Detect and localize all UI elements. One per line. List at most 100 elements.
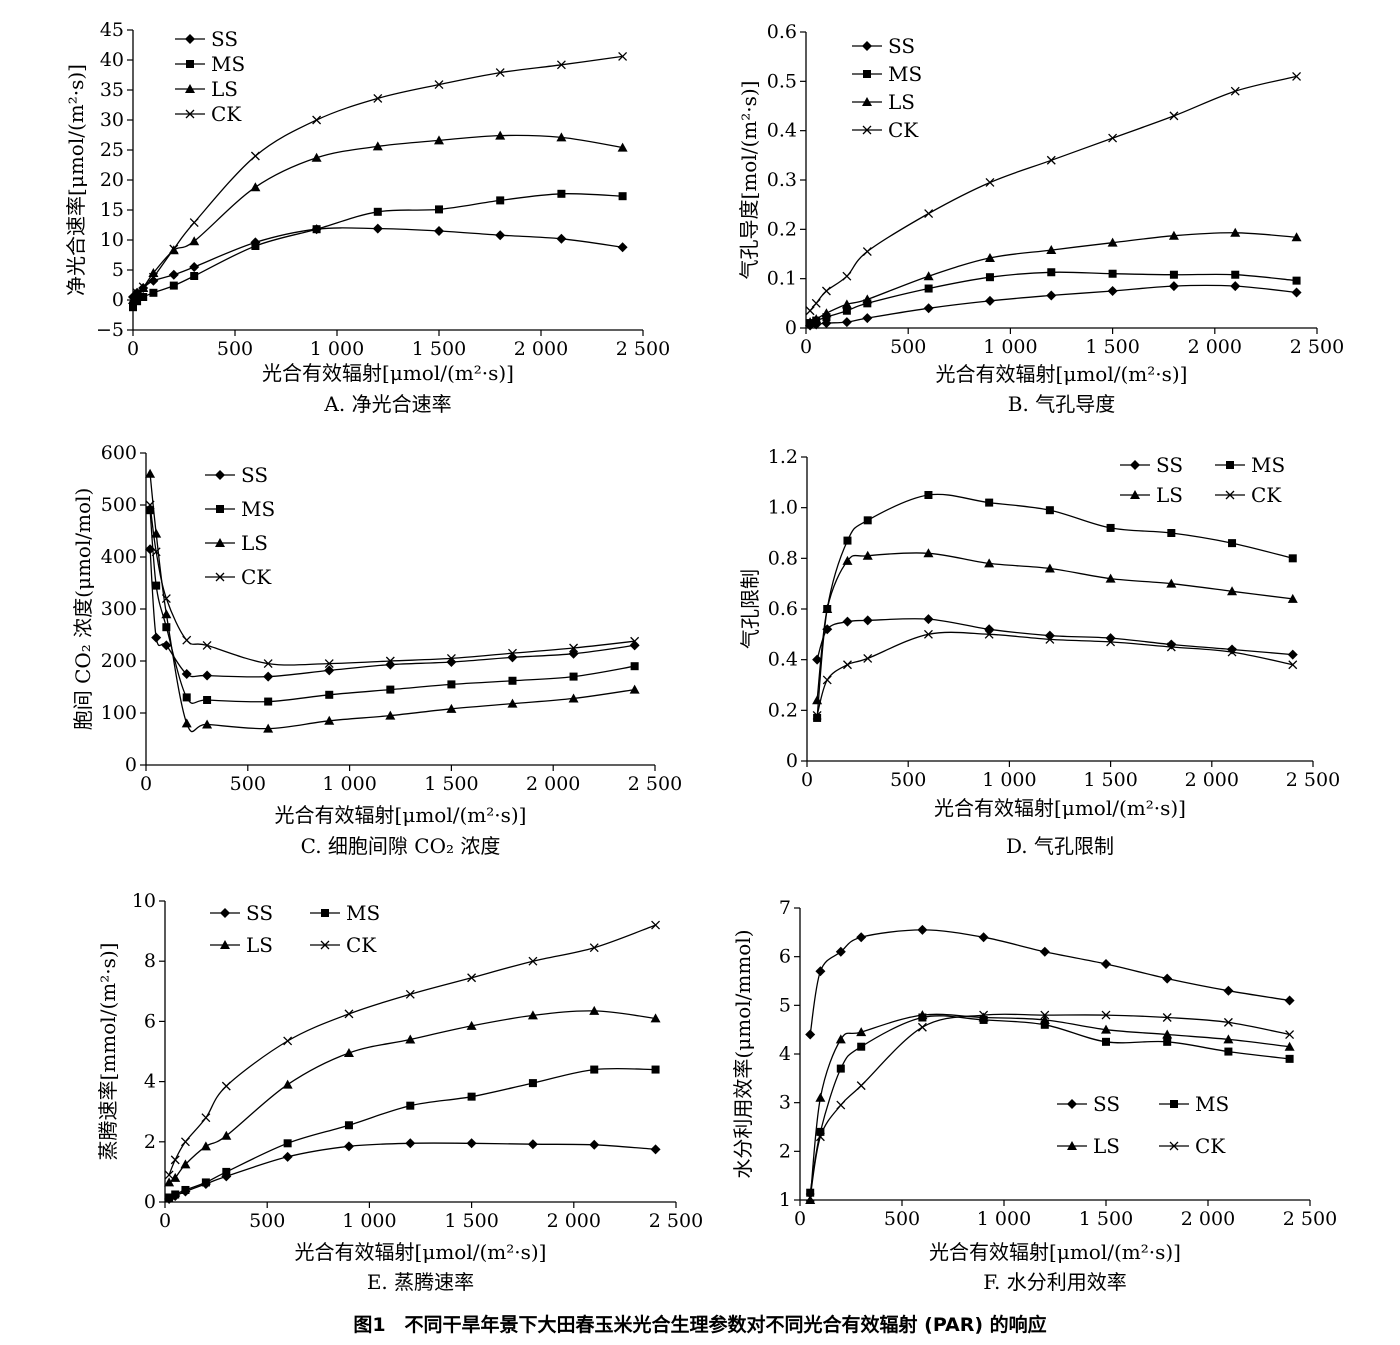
data-point-ck xyxy=(822,675,832,685)
data-point-ms xyxy=(312,225,321,234)
data-point-ck xyxy=(589,943,599,953)
data-point-ms xyxy=(325,690,334,699)
data-point-ss xyxy=(372,223,383,234)
data-point-ms xyxy=(190,272,199,280)
data-point-ls xyxy=(311,152,322,162)
legend-label: CK xyxy=(888,118,919,142)
legend-label: CK xyxy=(346,933,377,957)
data-point-ms xyxy=(985,498,994,507)
y-tick-label: 0 xyxy=(125,754,137,776)
data-point-ms xyxy=(152,581,161,590)
data-point-ls xyxy=(164,1177,175,1187)
legend-label: SS xyxy=(1093,1092,1120,1116)
legend-marker xyxy=(862,97,872,106)
series-line-ss xyxy=(132,227,623,298)
series-line-ms xyxy=(149,510,635,704)
data-point-ls xyxy=(507,698,518,708)
x-axis-label: 光合有效辐射[μmol/(m²·s)] xyxy=(262,361,514,385)
y-tick-label: 5 xyxy=(779,994,791,1016)
data-point-ck xyxy=(385,656,395,666)
x-tick-label: 500 xyxy=(249,1210,285,1232)
data-point-ls xyxy=(1168,230,1179,240)
legend-marker xyxy=(1169,1141,1179,1151)
data-point-ck xyxy=(201,1113,211,1123)
data-point-ms xyxy=(843,536,852,545)
y-tick-label: 0 xyxy=(144,1191,156,1213)
data-point-ls xyxy=(589,1005,600,1015)
y-tick-label: 6 xyxy=(779,946,791,968)
x-axis-label: 光合有效辐射[μmol/(m²·s)] xyxy=(934,796,1186,820)
y-tick-label: 300 xyxy=(101,598,137,620)
y-tick-label: 4 xyxy=(779,1043,791,1065)
x-tick-label: 0 xyxy=(140,773,152,795)
data-point-ck xyxy=(805,306,815,316)
data-point-ck xyxy=(812,710,822,720)
data-point-ls xyxy=(170,1172,181,1182)
data-point-ms xyxy=(1224,1047,1233,1056)
panel-f: 0 500 1 000 1 500 2 000 2 500 1 2 3 4 5 6 7 光合有效辐射[μm… xyxy=(731,897,1337,1294)
x-tick-label: 1 000 xyxy=(322,773,376,795)
x-tick-label: 500 xyxy=(890,336,926,358)
data-point-ls xyxy=(923,271,934,281)
data-point-ms xyxy=(1288,554,1297,563)
data-point-ck xyxy=(1292,71,1302,81)
legend-marker xyxy=(220,908,230,918)
legend-item-ss: SS xyxy=(852,34,915,58)
data-point-ms xyxy=(1108,269,1117,278)
data-point-ms xyxy=(590,1065,599,1074)
data-point-ms xyxy=(508,676,517,685)
data-point-ck xyxy=(164,1170,174,1180)
x-tick-label: 0 xyxy=(127,338,139,360)
x-tick-label: 2 000 xyxy=(547,1210,601,1232)
legend-marker xyxy=(862,125,872,135)
data-point-ck xyxy=(528,956,538,966)
y-tick-label: 0.8 xyxy=(768,547,798,569)
data-point-ck xyxy=(312,115,322,125)
data-point-ls xyxy=(405,1034,416,1044)
data-point-ck xyxy=(862,247,872,256)
legend-marker xyxy=(1226,461,1234,469)
x-tick-label: 2 500 xyxy=(649,1210,703,1232)
data-point-ls xyxy=(1291,232,1302,242)
data-point-ck xyxy=(836,1100,846,1110)
legend-label: LS xyxy=(241,531,268,555)
data-point-ss xyxy=(434,226,444,236)
data-point-ls xyxy=(862,550,873,560)
x-tick-label: 2 500 xyxy=(616,338,670,360)
legend-marker xyxy=(1130,460,1140,470)
legend-item-ss: SS xyxy=(1057,1092,1120,1116)
y-axis-label: 水分利用效率(μmol/mmol) xyxy=(731,929,755,1178)
data-point-ms xyxy=(1228,539,1237,548)
x-tick-label: 500 xyxy=(884,1208,920,1230)
data-point-ck xyxy=(1045,634,1055,644)
data-point-ck xyxy=(1108,133,1118,143)
legend: SS MS LS CK xyxy=(1120,453,1285,507)
series-line-ls xyxy=(168,1010,656,1183)
series-ls xyxy=(812,548,1298,705)
data-point-ms xyxy=(406,1101,415,1110)
data-point-ms xyxy=(447,680,456,689)
panel-title: E. 蒸腾速率 xyxy=(367,1270,474,1294)
legend-marker xyxy=(215,572,225,582)
data-point-ms xyxy=(863,516,872,525)
data-point-ss xyxy=(862,313,873,324)
legend-item-ck: CK xyxy=(205,565,272,589)
y-tick-label: 6 xyxy=(144,1010,156,1032)
x-axis-label: 光合有效辐射[μmol/(m²·s)] xyxy=(275,803,527,827)
data-point-ls xyxy=(527,1010,538,1020)
data-point-ck xyxy=(434,80,444,90)
data-point-ck xyxy=(324,659,334,669)
panel-b: 0 500 1 000 1 500 2 000 2 500 0 0.1 0.2 0.3 0.4 0.5… xyxy=(737,21,1344,416)
data-point-ck xyxy=(148,272,158,282)
data-point-ms xyxy=(467,1092,476,1101)
legend-label: SS xyxy=(1156,453,1183,477)
y-tick-label: 0 xyxy=(785,317,797,339)
legend-label: MS xyxy=(346,901,380,925)
y-tick-label: 10 xyxy=(132,890,156,912)
data-point-ms xyxy=(169,281,178,290)
y-tick-label: 15 xyxy=(100,199,124,221)
y-tick-label: 500 xyxy=(101,494,137,516)
series-line-ck xyxy=(132,55,623,301)
x-axis-label: 光合有效辐射[μmol/(m²·s)] xyxy=(295,1240,547,1264)
series-line-ss xyxy=(168,1142,656,1200)
